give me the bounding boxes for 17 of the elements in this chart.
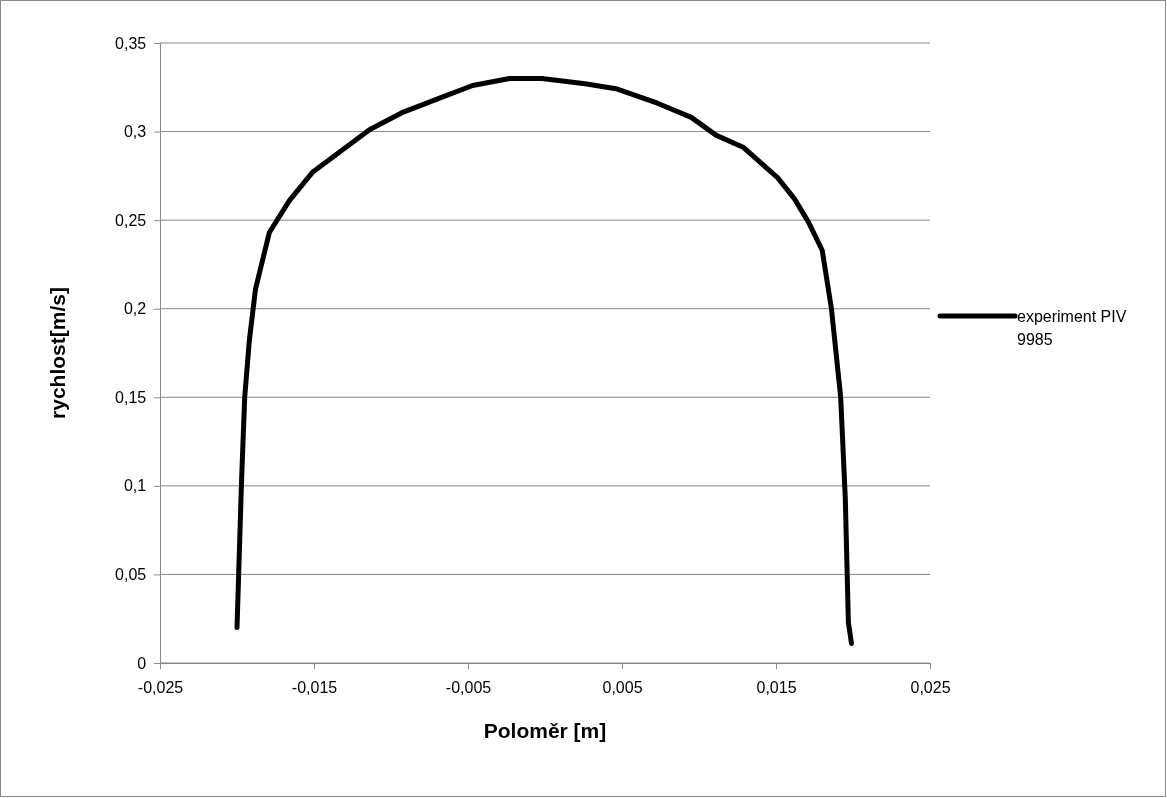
y-tick-label: 0,35 bbox=[115, 34, 147, 52]
x-tick-label: 0,015 bbox=[756, 678, 797, 696]
legend-label: experiment PIV 9985 bbox=[1017, 308, 1127, 349]
x-tick-label: -0,015 bbox=[291, 678, 338, 696]
x-tick-label: -0,005 bbox=[445, 678, 492, 696]
y-tick-label: 0,3 bbox=[123, 123, 147, 141]
y-tick-label: 0 bbox=[137, 654, 147, 672]
x-tick-label: 0,025 bbox=[910, 678, 951, 696]
y-axis-title: rychlost[m/s] bbox=[46, 287, 69, 419]
y-tick-label: 0,25 bbox=[115, 211, 147, 229]
y-tick-label: 0,2 bbox=[123, 300, 147, 318]
x-tick-label: -0,025 bbox=[137, 678, 184, 696]
y-tick-label: 0,05 bbox=[115, 566, 147, 584]
y-tick-label: 0,15 bbox=[115, 388, 147, 406]
x-axis-title: Poloměr [m] bbox=[483, 719, 607, 742]
y-tick-label: 0,1 bbox=[123, 477, 147, 495]
x-tick-label: 0,005 bbox=[602, 678, 643, 696]
